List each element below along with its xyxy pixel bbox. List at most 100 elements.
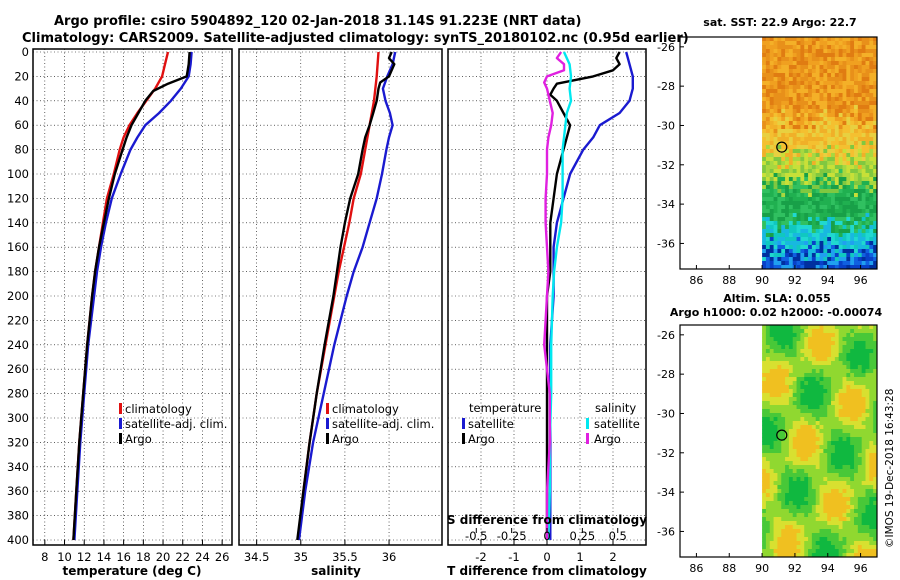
map-cell — [827, 409, 832, 414]
map-cell — [792, 77, 798, 82]
map-cell — [846, 221, 851, 226]
map-cell — [873, 61, 877, 66]
map-cell — [865, 341, 870, 346]
map-cell — [842, 453, 847, 458]
map-cell — [857, 409, 863, 414]
map-cell — [773, 509, 778, 514]
map-cell — [842, 381, 847, 386]
map-cell — [796, 57, 801, 62]
map-cell — [773, 229, 778, 234]
map-cell — [842, 521, 847, 526]
map-y-tick-label: -28 — [657, 80, 675, 93]
map-cell — [804, 469, 809, 474]
map-cell — [827, 425, 832, 430]
map-cell — [788, 329, 794, 334]
map-cell — [773, 429, 778, 434]
map-cell — [823, 253, 828, 258]
map-cell — [850, 369, 855, 374]
map-cell — [873, 45, 877, 50]
map-cell — [769, 85, 775, 90]
map-cell — [861, 153, 867, 158]
map-cell — [765, 157, 771, 162]
map-cell — [777, 325, 782, 330]
map-cell — [831, 349, 836, 354]
map-cell — [857, 169, 863, 174]
map-cell — [773, 217, 778, 222]
map-cell — [869, 137, 874, 142]
map-cell — [850, 377, 855, 382]
map-cell — [781, 249, 786, 254]
map-cell — [823, 449, 828, 454]
map-cell — [781, 177, 786, 182]
map-cell — [811, 409, 817, 414]
map-cell — [811, 497, 817, 502]
legend-swatch-satellite — [326, 418, 329, 429]
map-cell — [842, 401, 847, 406]
map-cell — [827, 357, 832, 362]
map-cell — [788, 85, 794, 90]
map-cell — [769, 89, 775, 94]
map-cell — [811, 189, 817, 194]
map-cell — [850, 493, 855, 498]
map-cell — [792, 529, 798, 534]
map-cell — [788, 133, 794, 138]
map-cell — [769, 453, 775, 458]
map-cell — [865, 121, 870, 126]
map-cell — [831, 221, 836, 226]
map-cell — [769, 373, 775, 378]
map-cell — [861, 353, 867, 358]
map-cell — [869, 549, 874, 554]
map-cell — [834, 177, 840, 182]
map-cell — [762, 529, 767, 534]
map-cell — [773, 489, 778, 494]
map-cell — [838, 485, 844, 490]
map-cell — [765, 517, 771, 522]
map-cell — [800, 369, 805, 374]
map-cell — [777, 345, 782, 350]
map-cell — [815, 361, 821, 366]
map-cell — [765, 377, 771, 382]
map-cell — [808, 73, 813, 78]
map-cell — [762, 133, 767, 138]
map-cell — [769, 225, 775, 230]
map-cell — [827, 429, 832, 434]
map-cell — [773, 93, 778, 98]
map-cell — [769, 357, 775, 362]
map-cell — [788, 41, 794, 46]
map-cell — [800, 189, 805, 194]
map-cell — [846, 361, 851, 366]
map-cell — [769, 173, 775, 178]
map-cell — [796, 189, 801, 194]
map-cell — [811, 153, 817, 158]
map-cell — [857, 161, 863, 166]
map-cell — [834, 505, 840, 510]
map-cell — [792, 53, 798, 58]
map-cell — [834, 37, 840, 42]
map-cell — [850, 385, 855, 390]
map-cell — [831, 165, 836, 170]
map-cell — [842, 209, 847, 214]
map-cell — [785, 101, 790, 106]
map-cell — [785, 533, 790, 538]
map-cell — [804, 233, 809, 238]
map-cell — [842, 73, 847, 78]
map-cell — [857, 541, 863, 546]
map-cell — [773, 125, 778, 130]
map-cell — [762, 389, 767, 394]
map-cell — [804, 121, 809, 126]
map-cell — [838, 553, 844, 557]
map-cell — [804, 361, 809, 366]
map-cell — [815, 469, 821, 474]
map-cell — [804, 357, 809, 362]
map-cell — [846, 413, 851, 418]
map-cell — [800, 473, 805, 478]
map-cell — [785, 197, 790, 202]
map-cell — [857, 341, 863, 346]
map-cell — [792, 241, 798, 246]
map-cell — [861, 397, 867, 402]
map-cell — [785, 377, 790, 382]
map-y-tick-label: -26 — [657, 329, 675, 342]
map-cell — [811, 521, 817, 526]
map-cell — [788, 441, 794, 446]
map-cell — [827, 537, 832, 542]
